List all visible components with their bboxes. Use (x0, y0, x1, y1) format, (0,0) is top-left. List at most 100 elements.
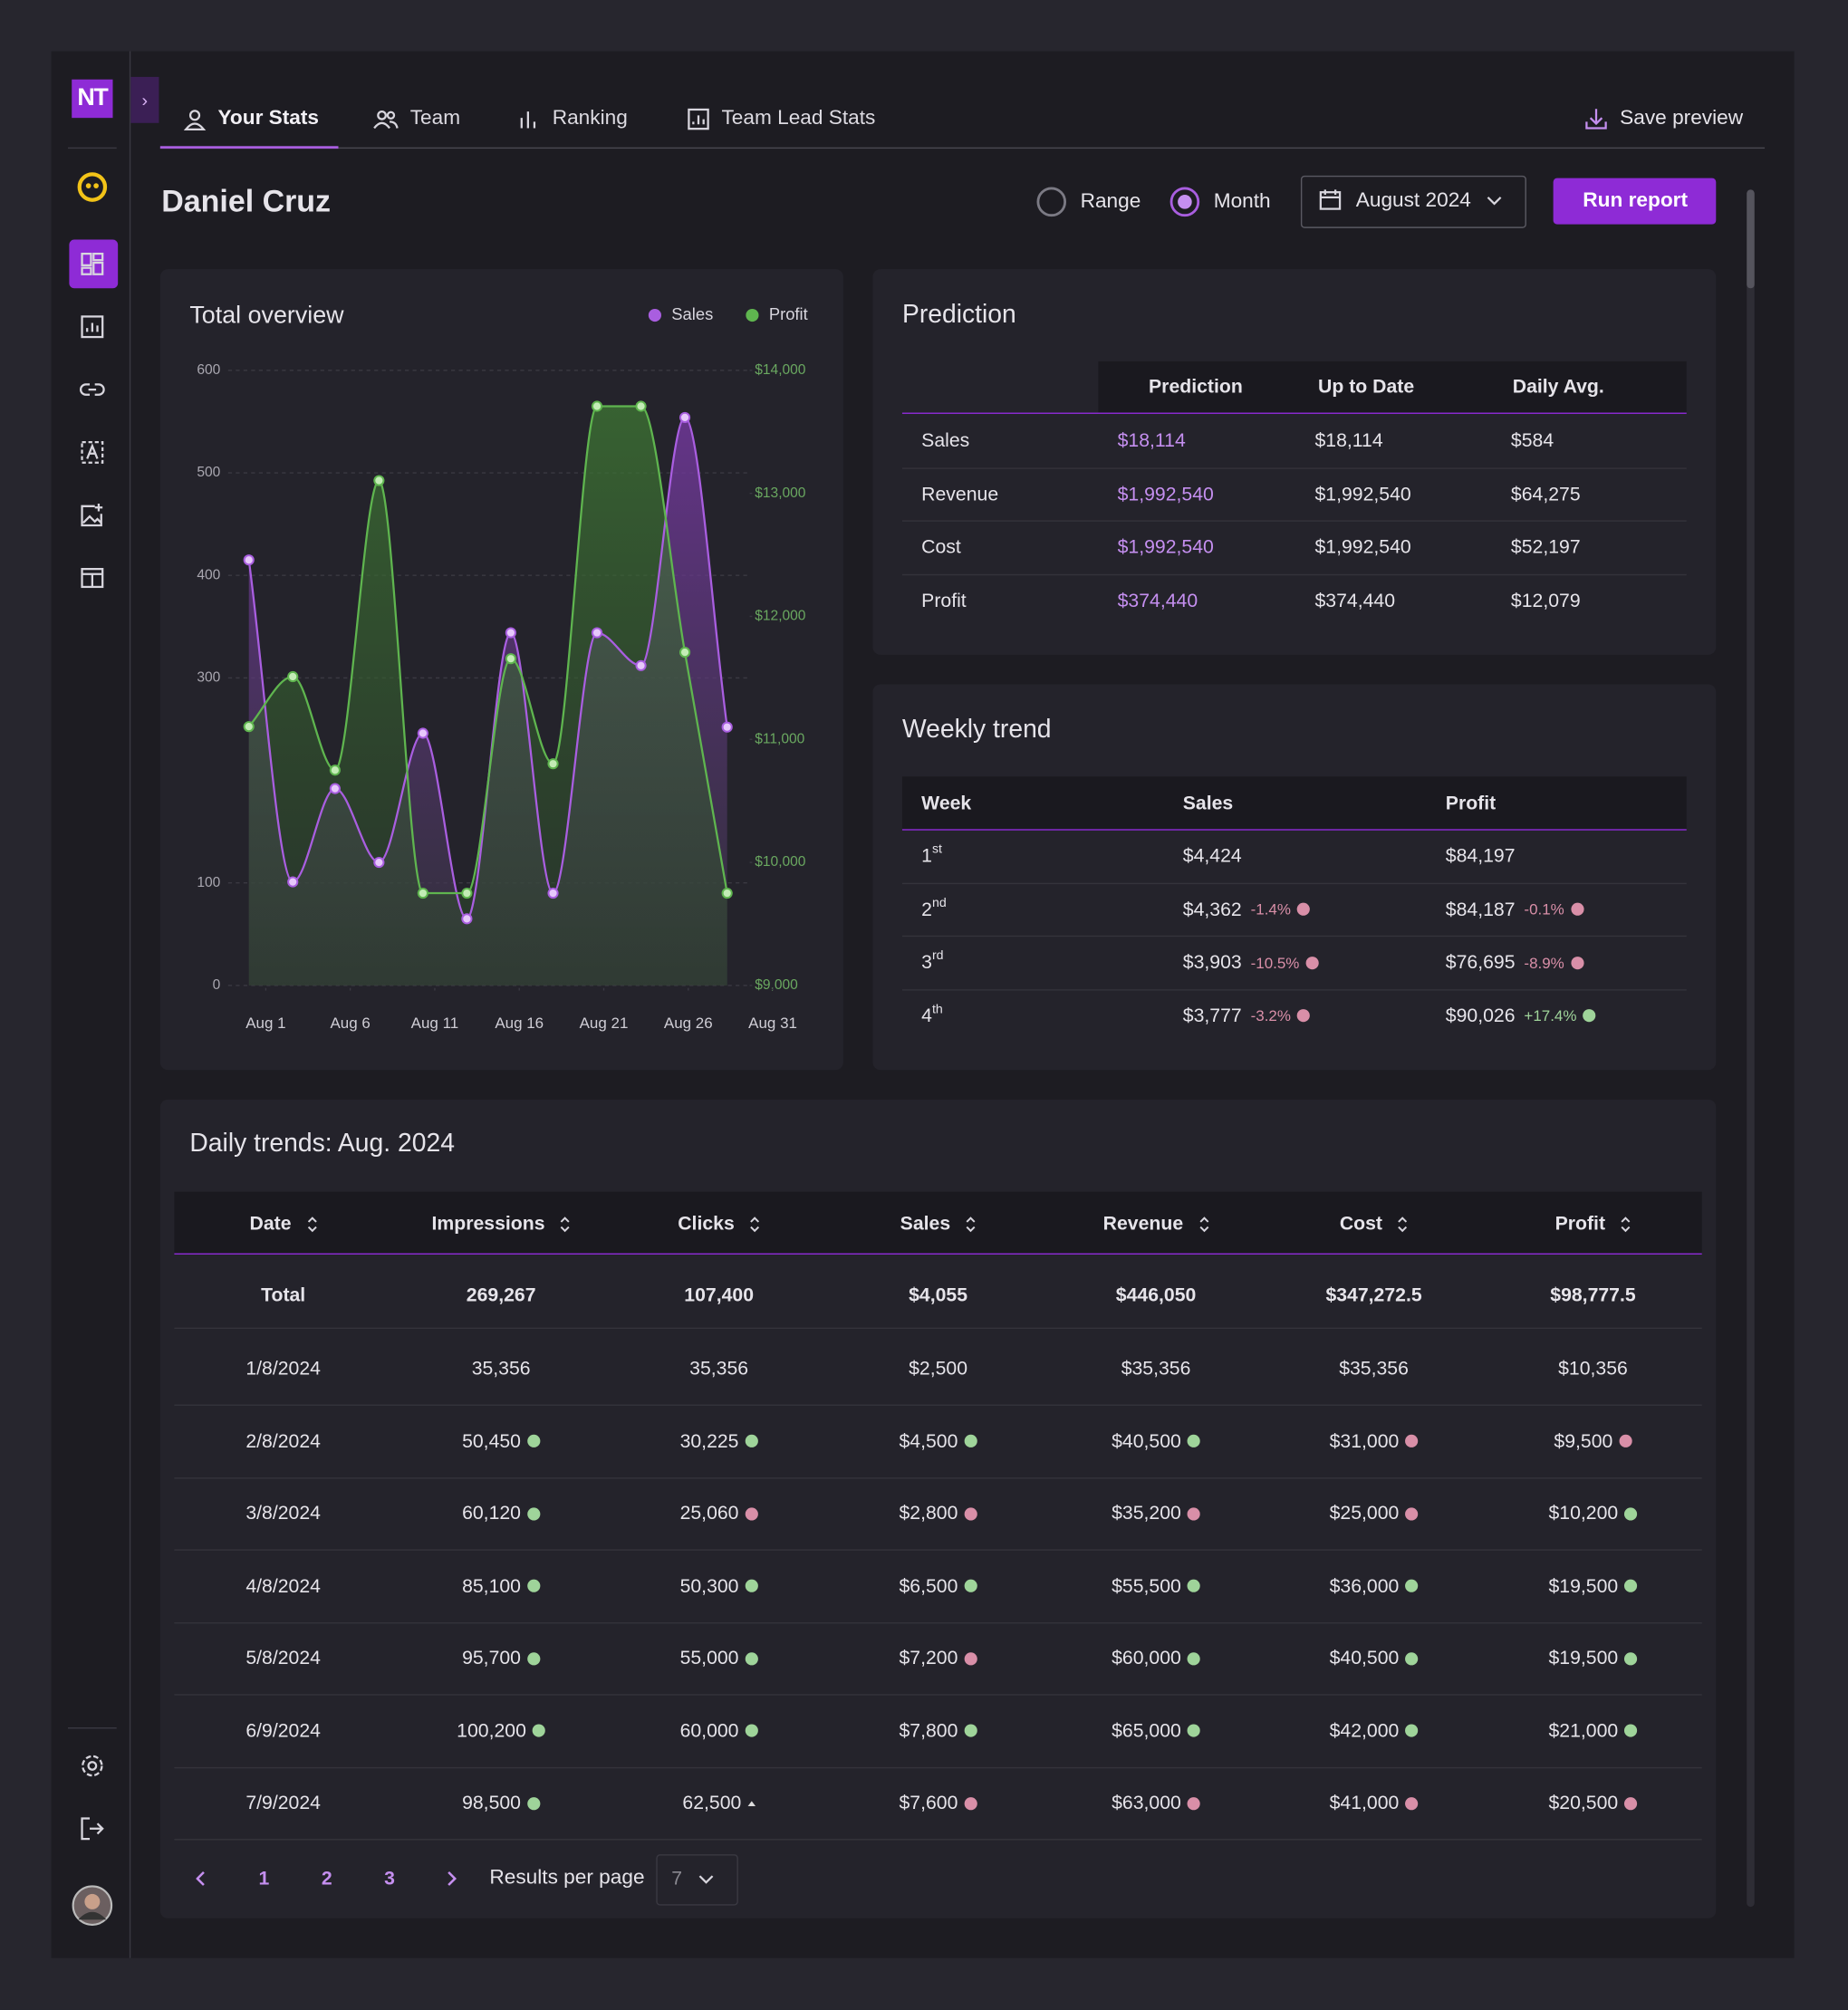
tab[interactable]: Team (409, 107, 461, 130)
run-button[interactable] (1553, 178, 1717, 225)
cell: $52,197 (1510, 536, 1581, 559)
sort-icon[interactable] (1198, 1215, 1208, 1233)
cell: 98,500 (462, 1792, 541, 1814)
run-label[interactable]: Run report (1583, 189, 1689, 212)
panel-title: Weekly trend (901, 716, 1052, 745)
label: 98,500 (462, 1792, 521, 1814)
column-header: Up to Date (1318, 376, 1415, 399)
label: 55,000 (679, 1647, 739, 1669)
cell: $374,440 (1117, 589, 1198, 611)
sort-icon[interactable] (1398, 1215, 1408, 1233)
report-icon[interactable] (80, 314, 105, 340)
trend-dot (745, 1434, 758, 1447)
column-header[interactable]: Profit (1555, 1213, 1631, 1235)
row-divider (174, 1621, 1702, 1623)
label: $19,500 (1548, 1647, 1619, 1669)
page-link[interactable]: 2 (321, 1867, 332, 1890)
page-link[interactable]: 1 (258, 1867, 270, 1890)
panel-title: Daily trends: Aug. 2024 (189, 1130, 455, 1159)
radio-label[interactable]: Range (1080, 190, 1141, 213)
cell: 85,100 (462, 1575, 541, 1597)
label: 3/8/2024 (245, 1502, 321, 1524)
tab[interactable]: Team Lead Stats (721, 107, 876, 130)
cell: $4,500 (899, 1430, 977, 1452)
cell: 50,300 (680, 1575, 758, 1597)
column-header[interactable]: Date (250, 1213, 317, 1235)
column-header[interactable]: Revenue (1103, 1213, 1209, 1235)
trend-dot (1187, 1796, 1201, 1810)
save-preview[interactable]: Save preview (1620, 107, 1744, 130)
label: $84,197 (1445, 844, 1516, 868)
change: -0.1% (1524, 899, 1564, 918)
column-header[interactable]: Clicks (678, 1213, 760, 1235)
radio-label[interactable]: Month (1213, 190, 1271, 213)
trend-dot (1187, 1434, 1201, 1447)
change: +17.4% (1524, 1006, 1577, 1025)
cell: 60,120 (462, 1503, 541, 1524)
download-icon[interactable] (1584, 106, 1609, 130)
date-value[interactable]: August 2024 (1355, 189, 1471, 212)
trend-dot (1405, 1796, 1419, 1810)
cell: 30,225 (680, 1430, 758, 1452)
separator (67, 147, 117, 149)
cell: $20,500 (1549, 1792, 1638, 1814)
column-header[interactable]: Sales (900, 1213, 977, 1235)
cell: $84,187 -0.1% (1446, 899, 1583, 920)
avatar[interactable] (72, 1885, 113, 1926)
date-picker[interactable] (1300, 175, 1526, 228)
link-icon[interactable] (80, 377, 105, 402)
cell: 55,000 (680, 1648, 758, 1669)
text-icon[interactable] (80, 439, 105, 465)
cell: $18,114 (1117, 429, 1186, 452)
trend-dot (527, 1651, 541, 1665)
cell: $65,000 (1112, 1720, 1201, 1742)
per-page-value[interactable]: 7 (671, 1867, 683, 1890)
sort-icon[interactable] (306, 1215, 317, 1233)
logo[interactable]: NT (72, 79, 113, 119)
tab[interactable]: Your Stats (217, 107, 320, 130)
trend-dot (1583, 1009, 1596, 1023)
tab[interactable]: Ranking (552, 107, 628, 130)
label: $3,903 (1182, 951, 1242, 974)
trend-dot (1297, 902, 1311, 916)
label: Cost (1339, 1213, 1382, 1236)
total-cell: $4,055 (909, 1284, 968, 1307)
sort-icon[interactable] (750, 1215, 760, 1233)
calendar-icon (1319, 189, 1342, 210)
cell: $2,800 (899, 1503, 977, 1524)
page-arrow[interactable] (196, 1871, 206, 1886)
sort-icon[interactable] (1621, 1215, 1631, 1233)
scrollbar-thumb[interactable] (1747, 189, 1755, 289)
image-add-icon[interactable] (80, 503, 105, 528)
settings-icon[interactable] (80, 1753, 105, 1778)
cell: 1/8/2024 (245, 1358, 321, 1380)
brand-icon[interactable] (77, 172, 108, 203)
per-page-select[interactable] (656, 1854, 738, 1906)
page-arrow[interactable] (448, 1871, 457, 1886)
layout-icon[interactable] (80, 565, 105, 591)
label: Profit (1554, 1213, 1606, 1236)
sort-icon[interactable] (966, 1215, 976, 1233)
radio[interactable] (1036, 187, 1067, 217)
label: 7/9/2024 (245, 1792, 321, 1814)
label: $55,500 (1112, 1574, 1181, 1597)
page-link[interactable]: 3 (384, 1867, 395, 1890)
sort-icon[interactable] (560, 1215, 571, 1233)
cell: $6,500 (899, 1575, 977, 1597)
cell: $12,079 (1510, 589, 1581, 611)
trend-dot (1624, 1724, 1638, 1737)
row-label: Sales (921, 429, 970, 452)
cell: $10,200 (1549, 1503, 1638, 1524)
dashboard-icon[interactable] (80, 251, 105, 276)
label: 1 (921, 844, 932, 868)
radio-selected[interactable] (1169, 187, 1200, 217)
column-header[interactable]: Impressions (431, 1213, 571, 1235)
cell: 7/9/2024 (245, 1792, 321, 1813)
total-cell: 269,267 (466, 1284, 536, 1307)
sidebar-toggle[interactable]: › (130, 76, 159, 123)
logout-icon[interactable] (80, 1816, 105, 1842)
table-header-line (174, 1253, 1702, 1255)
total-cell: $98,777.5 (1550, 1284, 1636, 1307)
column-header[interactable]: Cost (1340, 1213, 1408, 1235)
